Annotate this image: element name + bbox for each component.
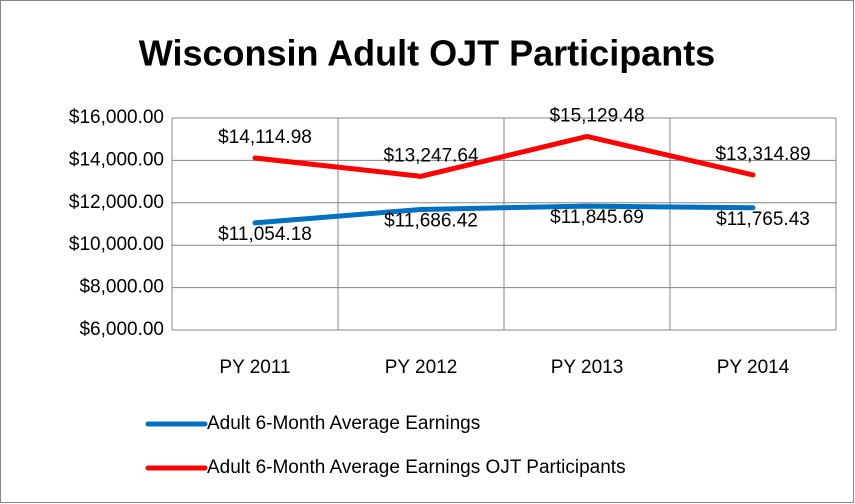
data-label: $14,114.98 [218, 127, 312, 148]
series-line [252, 133, 756, 179]
y-tick-label: $14,000.00 [69, 149, 164, 170]
x-tick-label: PY 2013 [551, 357, 624, 378]
x-tick-label: PY 2012 [385, 357, 458, 378]
y-tick-label: $16,000.00 [69, 107, 164, 128]
data-label: $11,765.43 [716, 209, 810, 230]
legend-label: Adult 6-Month Average Earnings OJT Parti… [207, 457, 626, 478]
y-tick-label: $8,000.00 [79, 277, 164, 298]
data-label: $11,054.18 [218, 224, 312, 245]
data-label: $13,247.64 [383, 145, 479, 166]
data-label: $11,686.42 [384, 210, 478, 231]
legend-label: Adult 6-Month Average Earnings [207, 413, 480, 434]
y-tick-label: $10,000.00 [69, 234, 164, 255]
data-label: $15,129.48 [549, 105, 644, 126]
series-line [252, 203, 756, 226]
chart-title: Wisconsin Adult OJT Participants [139, 33, 715, 74]
x-tick-label: PY 2014 [717, 357, 790, 378]
x-tick-label: PY 2011 [219, 357, 290, 378]
data-label: $13,314.89 [715, 144, 810, 165]
y-tick-label: $12,000.00 [69, 192, 164, 213]
y-tick-label: $6,000.00 [79, 319, 164, 340]
data-label: $11,845.69 [550, 207, 644, 228]
